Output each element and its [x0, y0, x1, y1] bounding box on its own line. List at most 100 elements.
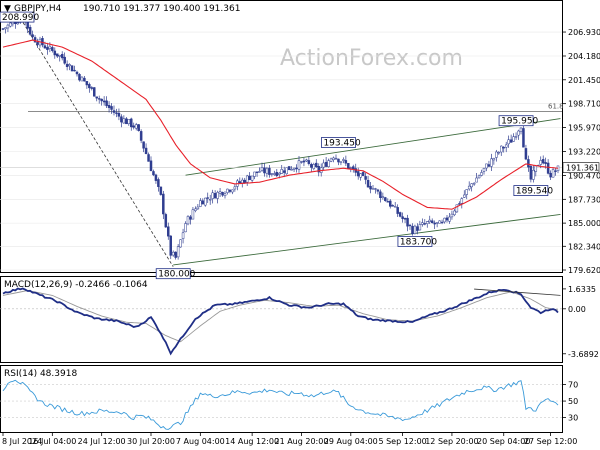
- candle: [472, 182, 476, 186]
- candle-body: [112, 110, 116, 113]
- candle-body: [322, 162, 325, 168]
- candle-body: [386, 201, 390, 203]
- candle: [194, 206, 197, 213]
- candle-body: [194, 208, 197, 211]
- candle-body: [115, 112, 118, 114]
- candle-body: [337, 158, 340, 163]
- candle: [453, 209, 456, 217]
- candle: [68, 63, 71, 71]
- candle-body: [162, 193, 165, 215]
- candle-body: [416, 226, 419, 231]
- candle-body: [546, 162, 550, 174]
- candle: [329, 157, 333, 163]
- candle-body: [199, 200, 202, 207]
- candle-body: [213, 193, 217, 199]
- candle-body: [317, 166, 320, 173]
- candle-body: [426, 221, 429, 224]
- candle-body: [73, 69, 76, 72]
- candle: [423, 219, 427, 226]
- candle: [100, 98, 103, 106]
- candle: [475, 172, 478, 183]
- candle-body: [218, 191, 222, 194]
- rsi-panel-border: [0, 365, 563, 433]
- fib-61-8-label: 61.8: [548, 103, 564, 111]
- candle-body: [532, 170, 535, 180]
- candle-body: [9, 22, 12, 27]
- candle: [509, 134, 513, 143]
- candle: [556, 165, 560, 174]
- candle: [361, 170, 365, 177]
- candle-body: [519, 127, 523, 133]
- candle-body: [28, 26, 32, 35]
- candle: [504, 141, 508, 153]
- candle: [130, 117, 133, 131]
- candle-body: [60, 54, 64, 59]
- candle: [391, 204, 394, 207]
- price-annotation-box: [513, 185, 549, 196]
- candle-body: [154, 174, 158, 181]
- candle: [250, 175, 254, 183]
- candle-body: [46, 47, 49, 50]
- price-panel-border: [0, 0, 563, 273]
- candle-body: [310, 164, 313, 168]
- candle: [53, 47, 57, 59]
- time-tick-label: 21 Aug 20:00: [274, 437, 328, 446]
- candle: [88, 82, 91, 93]
- candle: [201, 198, 205, 205]
- candle-body: [280, 169, 283, 174]
- price-tick-label: 182.340: [568, 242, 600, 251]
- candle: [295, 164, 298, 173]
- candle: [184, 221, 187, 233]
- candle: [448, 212, 451, 224]
- candle: [107, 101, 111, 113]
- candle: [85, 81, 89, 89]
- candle-body: [152, 171, 155, 176]
- candle-body: [554, 170, 557, 172]
- candle-body: [147, 154, 150, 162]
- candle-body: [391, 205, 394, 207]
- candle-body: [514, 136, 518, 138]
- candle: [502, 145, 505, 153]
- candle: [500, 145, 503, 156]
- candle: [450, 210, 454, 220]
- candle-body: [270, 173, 274, 175]
- candle: [438, 220, 441, 224]
- candle: [482, 167, 486, 175]
- price-tick-label: 206.930: [568, 28, 600, 37]
- candle-body: [204, 197, 207, 206]
- candle: [396, 204, 399, 217]
- rsi-label: RSI(14) 48.3918: [4, 369, 77, 379]
- chart-ohlc: 190.710 191.377 190.400 191.361: [83, 4, 240, 14]
- candle: [379, 189, 382, 203]
- candle: [75, 70, 79, 77]
- candle-body: [292, 167, 296, 170]
- candle: [83, 76, 86, 82]
- candle: [324, 157, 328, 168]
- candle: [265, 166, 269, 178]
- candle: [300, 160, 303, 164]
- candle-body: [403, 217, 407, 220]
- candle-body: [504, 144, 508, 148]
- candle: [117, 108, 121, 121]
- candle-body: [327, 160, 330, 167]
- candle: [524, 144, 528, 161]
- time-tick-label: 16 Jul 04:00: [28, 437, 76, 446]
- candle-body: [433, 222, 436, 225]
- candle-body: [477, 175, 481, 179]
- candle: [216, 190, 219, 204]
- candle-body: [305, 159, 308, 162]
- candle-body: [127, 119, 131, 125]
- price-tick-label: 198.710: [568, 100, 600, 109]
- candle-body: [512, 136, 515, 142]
- candle: [490, 153, 493, 172]
- candle: [245, 174, 249, 186]
- candle-body: [359, 173, 362, 178]
- candle: [342, 157, 345, 164]
- price-tick-label: 179.620: [568, 266, 600, 275]
- candle-body: [78, 74, 81, 81]
- candle: [430, 218, 434, 224]
- candle-body: [529, 165, 533, 180]
- candle: [236, 178, 239, 191]
- candle-body: [366, 179, 370, 188]
- candle: [228, 189, 232, 194]
